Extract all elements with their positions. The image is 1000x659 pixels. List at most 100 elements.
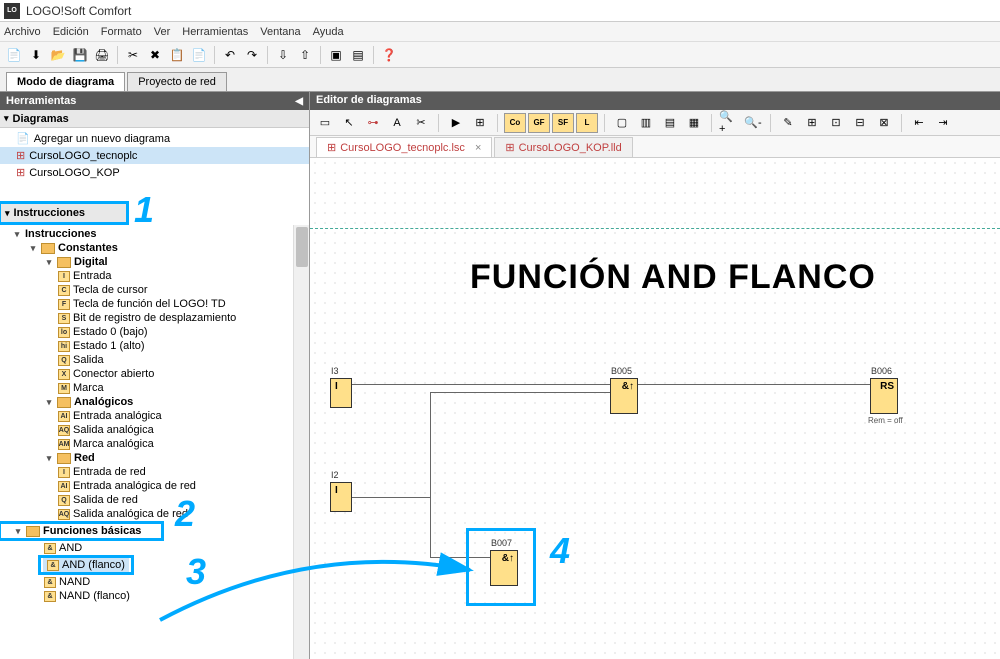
tree-entrada-analogica[interactable]: AIEntrada analógica (0, 409, 309, 423)
text-icon[interactable]: A (386, 113, 408, 133)
tool-a-icon[interactable]: ✎ (777, 113, 799, 133)
leaf-icon: hi (58, 341, 70, 352)
menu-herramientas[interactable]: Herramientas (182, 26, 248, 38)
diagram-item-kop[interactable]: ⊞ CursoLOGO_KOP (0, 164, 309, 181)
page-boundary-line (310, 228, 1000, 229)
layout3-icon[interactable]: ▤ (659, 113, 681, 133)
download-icon[interactable]: ⬇ (26, 45, 46, 65)
open-icon[interactable]: 📂 (48, 45, 68, 65)
file-tab-active[interactable]: ⊞ CursoLOGO_tecnoplc.lsc × (316, 137, 492, 157)
help-icon[interactable]: ❓ (379, 45, 399, 65)
toolbar-separator (604, 114, 605, 132)
window2-icon[interactable]: ▤ (348, 45, 368, 65)
undo-icon[interactable]: ↶ (220, 45, 240, 65)
app-title: LOGO!Soft Comfort (26, 4, 131, 18)
block-b006[interactable]: B006 RS (870, 378, 898, 414)
save-icon[interactable]: 💾 (70, 45, 90, 65)
tab-proyecto-red[interactable]: Proyecto de red (127, 72, 227, 91)
file-tab-inactive[interactable]: ⊞ CursoLOGO_KOP.lld (494, 137, 632, 157)
tree-nand-flanco[interactable]: &NAND (flanco) (0, 589, 309, 603)
scrollbar[interactable] (293, 225, 309, 659)
cut-wire-icon[interactable]: ✂ (410, 113, 432, 133)
tree-red[interactable]: ▾Red (0, 451, 309, 465)
co-button[interactable]: Co (504, 113, 526, 133)
zoom-out-icon[interactable]: 🔍- (742, 113, 764, 133)
align-icon[interactable]: ⇤ (908, 113, 930, 133)
run-icon[interactable]: ▶ (445, 113, 467, 133)
tree-entrada-red[interactable]: IEntrada de red (0, 465, 309, 479)
gf-button[interactable]: GF (528, 113, 550, 133)
tool-e-icon[interactable]: ⊠ (873, 113, 895, 133)
tool-c-icon[interactable]: ⊡ (825, 113, 847, 133)
tree-funciones-basicas[interactable]: ▾Funciones básicas (1, 524, 161, 538)
tab-modo-diagrama[interactable]: Modo de diagrama (6, 72, 125, 91)
tree-and-flanco[interactable]: &AND (flanco) (43, 558, 129, 572)
redo-icon[interactable]: ↷ (242, 45, 262, 65)
folder-icon (26, 526, 40, 537)
layout1-icon[interactable]: ▢ (611, 113, 633, 133)
block-symbol: I (335, 485, 338, 496)
block-symbol: &↑ (622, 381, 634, 392)
menu-edicion[interactable]: Edición (53, 26, 89, 38)
menu-formato[interactable]: Formato (101, 26, 142, 38)
cut-icon[interactable]: ✂ (123, 45, 143, 65)
scrollbar-thumb[interactable] (296, 227, 308, 267)
layout2-icon[interactable]: ▥ (635, 113, 657, 133)
menu-archivo[interactable]: Archivo (4, 26, 41, 38)
tree-digital[interactable]: ▾Digital (0, 255, 309, 269)
sf-button[interactable]: SF (552, 113, 574, 133)
collapse-icon[interactable]: ◀ (295, 96, 303, 107)
diagramas-header[interactable]: ▾ Diagramas (0, 110, 309, 128)
tree-marca-analogica[interactable]: AMMarca analógica (0, 437, 309, 451)
tree-tecla-funcion[interactable]: FTecla de función del LOGO! TD (0, 297, 309, 311)
tree-analogicos[interactable]: ▾Analógicos (0, 395, 309, 409)
add-diagram-item[interactable]: 📄 Agregar un nuevo diagrama (0, 130, 309, 147)
tree-estado1[interactable]: hiEstado 1 (alto) (0, 339, 309, 353)
paste-icon[interactable]: 📄 (189, 45, 209, 65)
align2-icon[interactable]: ⇥ (932, 113, 954, 133)
diagram-item-tecnoplc[interactable]: ⊞ CursoLOGO_tecnoplc (0, 147, 309, 164)
leaf-icon: & (47, 560, 59, 571)
tree-nand[interactable]: &NAND (0, 575, 309, 589)
delete-icon[interactable]: ✖ (145, 45, 165, 65)
tree-and[interactable]: &AND (0, 541, 309, 555)
tree-entrada[interactable]: IEntrada (0, 269, 309, 283)
tree-salida-red[interactable]: QSalida de red (0, 493, 309, 507)
menu-ayuda[interactable]: Ayuda (313, 26, 344, 38)
tree-tecla-cursor[interactable]: CTecla de cursor (0, 283, 309, 297)
block-i3[interactable]: I3 I (330, 378, 352, 408)
tree-salida-analogica[interactable]: AQSalida analógica (0, 423, 309, 437)
window1-icon[interactable]: ▣ (326, 45, 346, 65)
link-icon[interactable]: ⊶ (362, 113, 384, 133)
tool-d-icon[interactable]: ⊟ (849, 113, 871, 133)
copy-icon[interactable]: 📋 (167, 45, 187, 65)
tree-salida-analogica-red[interactable]: AQSalida analógica de red (0, 507, 309, 521)
toolbar-separator (901, 114, 902, 132)
sim-icon[interactable]: ⊞ (469, 113, 491, 133)
pointer-icon[interactable]: ▭ (314, 113, 336, 133)
tree-constantes[interactable]: ▾Constantes (0, 241, 309, 255)
l-button[interactable]: L (576, 113, 598, 133)
cursor-icon[interactable]: ↖ (338, 113, 360, 133)
menu-ventana[interactable]: Ventana (260, 26, 300, 38)
instrucciones-header[interactable]: ▾ Instrucciones (1, 204, 126, 222)
tree-instrucciones[interactable]: ▾Instrucciones (0, 227, 309, 241)
diagram-canvas[interactable]: FUNCIÓN AND FLANCO I3 I B005 &↑ B006 RS … (310, 158, 1000, 659)
tree-estado0[interactable]: loEstado 0 (bajo) (0, 325, 309, 339)
block-i2[interactable]: I2 I (330, 482, 352, 512)
tree-entrada-analogica-red[interactable]: AIEntrada analógica de red (0, 479, 309, 493)
tree-conector[interactable]: XConector abierto (0, 367, 309, 381)
tree-bit-registro[interactable]: SBit de registro de desplazamiento (0, 311, 309, 325)
menu-ver[interactable]: Ver (154, 26, 171, 38)
close-tab-icon[interactable]: × (475, 142, 481, 154)
transfer-up-icon[interactable]: ⇧ (295, 45, 315, 65)
print-icon[interactable]: 🖨 (92, 45, 112, 65)
tree-salida[interactable]: QSalida (0, 353, 309, 367)
block-b005[interactable]: B005 &↑ (610, 378, 638, 414)
layout4-icon[interactable]: ▦ (683, 113, 705, 133)
transfer-down-icon[interactable]: ⇩ (273, 45, 293, 65)
tree-marca[interactable]: MMarca (0, 381, 309, 395)
zoom-in-icon[interactable]: 🔍+ (718, 113, 740, 133)
tool-b-icon[interactable]: ⊞ (801, 113, 823, 133)
new-icon[interactable]: 📄 (4, 45, 24, 65)
